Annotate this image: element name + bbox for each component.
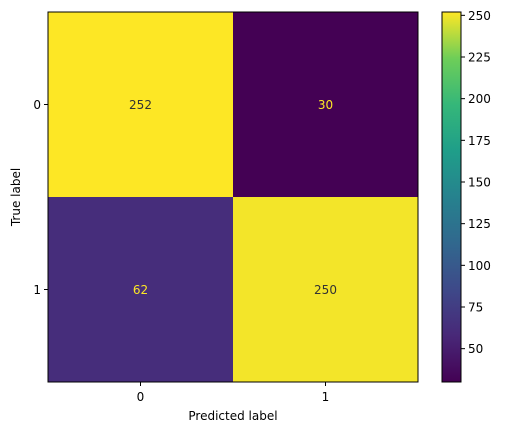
cell-value-label: 250 [314, 283, 337, 297]
cell-value-label: 62 [133, 283, 148, 297]
y-tick-label: 1 [33, 283, 41, 297]
colorbar-tick-label: 75 [468, 301, 483, 315]
colorbar-axis: 50 75 100 125 150 175 200 225 250 [461, 9, 491, 356]
colorbar-tick-label: 225 [468, 51, 491, 65]
colorbar [441, 11, 462, 383]
colorbar-tick-label: 125 [468, 217, 491, 231]
heatmap-cell [233, 197, 418, 382]
colorbar-tick-label: 250 [468, 9, 491, 23]
x-tick-label: 0 [137, 390, 145, 404]
colorbar-tick-label: 50 [468, 342, 483, 356]
heatmap-cell [233, 12, 418, 197]
colorbar-tick-label: 175 [468, 134, 491, 148]
y-axis: 01 [33, 98, 48, 297]
y-axis-label: True label [9, 168, 23, 227]
cell-value-labels: 252 30 62 250 [129, 98, 337, 297]
y-tick-label: 0 [33, 98, 41, 112]
colorbar-tick-label: 100 [468, 259, 491, 273]
x-tick-label: 1 [322, 390, 330, 404]
cell-value-label: 30 [318, 98, 333, 112]
heatmap-cell [48, 197, 233, 382]
colorbar-tick-label: 200 [468, 92, 491, 106]
x-axis-label: Predicted label [188, 409, 277, 423]
colorbar-tick-label: 150 [468, 176, 491, 190]
heatmap-cells [48, 12, 418, 382]
plot-frame [47, 11, 419, 383]
heatmap-cell [48, 12, 233, 197]
cell-value-label: 252 [129, 98, 152, 112]
